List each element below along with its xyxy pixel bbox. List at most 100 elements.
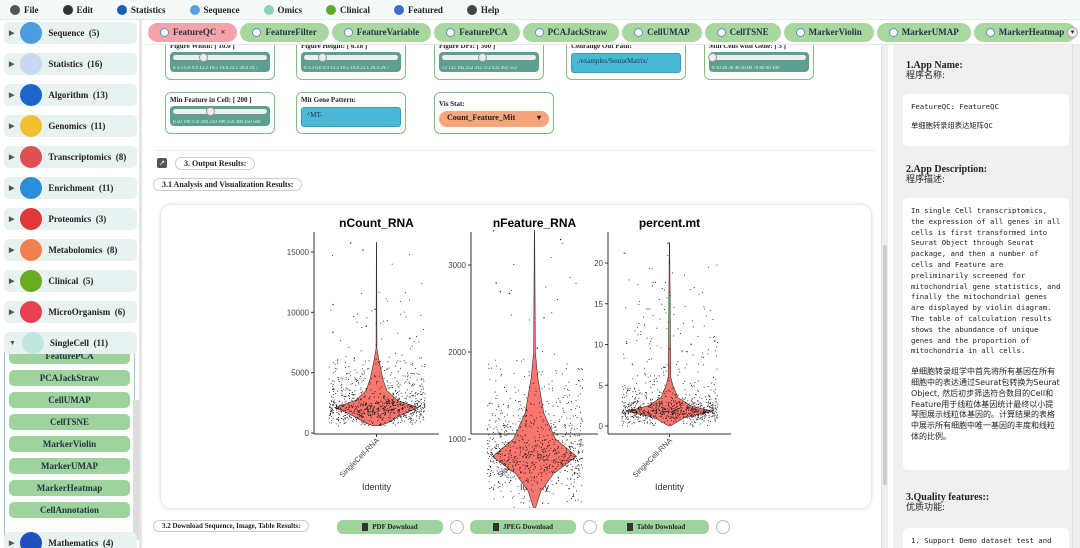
data-point bbox=[628, 404, 630, 406]
tab-pcajackstraw[interactable]: PCAJackStraw bbox=[522, 22, 620, 42]
data-point bbox=[525, 426, 527, 427]
tab-featurepca[interactable]: FeaturePCA bbox=[434, 22, 520, 42]
slider-handle[interactable] bbox=[206, 107, 215, 116]
tab-cellumap[interactable]: CellUMAP bbox=[622, 22, 702, 42]
data-point bbox=[378, 407, 380, 409]
menu-statistics[interactable]: Statistics bbox=[117, 4, 166, 15]
data-point bbox=[638, 409, 640, 411]
data-point bbox=[702, 416, 704, 418]
data-point bbox=[507, 423, 508, 425]
tab-markerviolin[interactable]: MarkerViolin bbox=[783, 22, 874, 42]
data-point bbox=[684, 380, 686, 382]
data-point bbox=[537, 457, 538, 459]
sidebar-app-markerumap[interactable]: MarkerUMAP bbox=[9, 458, 130, 474]
vis-stat-select[interactable]: Count_Feature_Mit ▾ bbox=[439, 111, 549, 127]
data-point bbox=[344, 398, 346, 400]
data-point bbox=[503, 431, 505, 433]
figure-width-slider[interactable]: 0 3.3 6.6 9.9 13.2 16.5 19.8 23.1 26.4 2… bbox=[170, 52, 270, 72]
main-scrollbar[interactable] bbox=[881, 45, 888, 548]
out-path-input[interactable]: ./examples/SeuratMatrix/ bbox=[571, 53, 681, 73]
data-point bbox=[348, 393, 350, 394]
data-point bbox=[565, 368, 567, 370]
right-scrollbar[interactable] bbox=[1072, 44, 1079, 548]
data-point bbox=[709, 402, 711, 404]
tab-featureqc[interactable]: FeatureQC × bbox=[148, 22, 238, 42]
data-point bbox=[542, 351, 544, 353]
data-point bbox=[682, 414, 684, 416]
data-point bbox=[523, 455, 525, 457]
menu-sequence[interactable]: Sequence bbox=[189, 4, 240, 15]
data-point bbox=[381, 419, 383, 421]
data-point bbox=[621, 412, 623, 414]
slider-handle[interactable] bbox=[478, 53, 488, 62]
jpeg-download-button[interactable]: JPEG Download bbox=[470, 520, 576, 534]
menu-file[interactable]: File bbox=[10, 4, 39, 15]
slider-handle[interactable] bbox=[708, 53, 717, 62]
sidebar-category-microorganism[interactable]: ▶ MicroOrganism (6) bbox=[4, 301, 137, 323]
data-point bbox=[358, 411, 360, 413]
data-point bbox=[332, 409, 334, 411]
data-point bbox=[505, 430, 507, 432]
data-point bbox=[580, 442, 582, 444]
sidebar-category-statistics[interactable]: ▶ Statistics (16) bbox=[4, 53, 137, 75]
min-cells-slider[interactable]: 0 10 20 30 40 50 60 70 80 90 100 bbox=[708, 52, 809, 72]
sidebar-category-sequence[interactable]: ▶ Sequence (5) bbox=[4, 22, 137, 44]
data-point bbox=[507, 459, 509, 461]
tab-celltsne[interactable]: CellTSNE bbox=[704, 22, 781, 42]
data-point bbox=[555, 482, 557, 484]
slider-handle[interactable] bbox=[317, 53, 327, 62]
data-point bbox=[688, 413, 690, 415]
data-point bbox=[528, 386, 530, 388]
sidebar-app-featurepca[interactable]: FeaturePCA bbox=[9, 352, 130, 364]
tab-markerheatmap[interactable]: MarkerHeatmap bbox=[973, 22, 1077, 42]
data-point bbox=[533, 480, 535, 482]
data-point bbox=[690, 409, 692, 411]
data-point bbox=[695, 411, 697, 413]
tab-featurefilter[interactable]: FeatureFilter bbox=[240, 22, 329, 42]
menu-help[interactable]: Help bbox=[466, 4, 499, 15]
data-point bbox=[337, 360, 339, 362]
data-point bbox=[634, 407, 636, 408]
sidebar-category-metabolomics[interactable]: ▶ Metabolomics (8) bbox=[4, 239, 137, 261]
data-point bbox=[510, 454, 512, 456]
figure-height-slider[interactable]: 0 3.3 6.6 9.9 13.2 16.5 19.8 23.1 26.4 2… bbox=[301, 52, 401, 72]
close-tab-icon[interactable]: × bbox=[220, 27, 226, 37]
sidebar-category-mathematics[interactable]: ▶ Mathematics (4) bbox=[4, 532, 137, 548]
menu-clinical[interactable]: Clinical bbox=[326, 4, 370, 15]
sidebar-app-celltsne[interactable]: CellTSNE bbox=[9, 414, 130, 430]
sidebar-category-transcriptomics[interactable]: ▶ Transcriptomics (8) bbox=[4, 146, 137, 168]
figure-dpi-slider[interactable]: 72 132 192 252 312 372 432 492 552 bbox=[439, 52, 539, 72]
tab-featurevariable[interactable]: FeatureVariable bbox=[331, 22, 432, 42]
sidebar-category-genomics[interactable]: ▶ Genomics (11) bbox=[4, 115, 137, 137]
sidebar-app-markerheatmap[interactable]: MarkerHeatmap bbox=[9, 480, 130, 496]
tab-markerumap[interactable]: MarkerUMAP bbox=[876, 22, 971, 42]
sidebar-category-algorithm[interactable]: ▶ Algorithm (13) bbox=[4, 84, 137, 106]
slider-handle[interactable] bbox=[199, 53, 209, 62]
data-point bbox=[513, 475, 515, 477]
mit-pattern-input[interactable]: ^MT- bbox=[301, 107, 401, 127]
data-point bbox=[508, 445, 509, 447]
sidebar-app-cellumap[interactable]: CellUMAP bbox=[9, 392, 130, 408]
min-feature-slider[interactable]: 0 50 100 150 200 250 300 350 400 450 500 bbox=[170, 106, 270, 126]
sidebar-category-clinical[interactable]: ▶ Clinical (5) bbox=[4, 270, 137, 292]
outlier-point bbox=[495, 282, 497, 284]
table-download-button[interactable]: Table Download bbox=[603, 520, 709, 534]
table-file-icon bbox=[626, 523, 633, 531]
menu-edit[interactable]: Edit bbox=[62, 4, 93, 15]
menu-featured[interactable]: Featured bbox=[394, 4, 443, 15]
tab-scroll-chevron-icon[interactable]: ▾ bbox=[1067, 27, 1078, 38]
pdf-download-button[interactable]: PDF Download bbox=[337, 520, 443, 534]
data-point bbox=[567, 439, 568, 441]
data-point bbox=[635, 382, 637, 384]
data-point bbox=[564, 455, 566, 457]
sidebar-app-pcajackstraw[interactable]: PCAJackStraw bbox=[9, 370, 130, 386]
data-point bbox=[544, 386, 545, 388]
sidebar-category-enrichment[interactable]: ▶ Enrichment (11) bbox=[4, 177, 137, 199]
sidebar-category-singlecell[interactable]: ▼ SingleCell (11) bbox=[4, 332, 137, 354]
menu-omics[interactable]: Omics bbox=[263, 4, 302, 15]
sidebar-scrollbar[interactable] bbox=[133, 400, 139, 540]
sidebar-app-markerviolin[interactable]: MarkerViolin bbox=[9, 436, 130, 452]
data-point bbox=[656, 403, 658, 405]
sidebar-app-cellannotation[interactable]: CellAnnotation bbox=[9, 502, 130, 518]
sidebar-category-proteomics[interactable]: ▶ Proteomics (3) bbox=[4, 208, 137, 230]
